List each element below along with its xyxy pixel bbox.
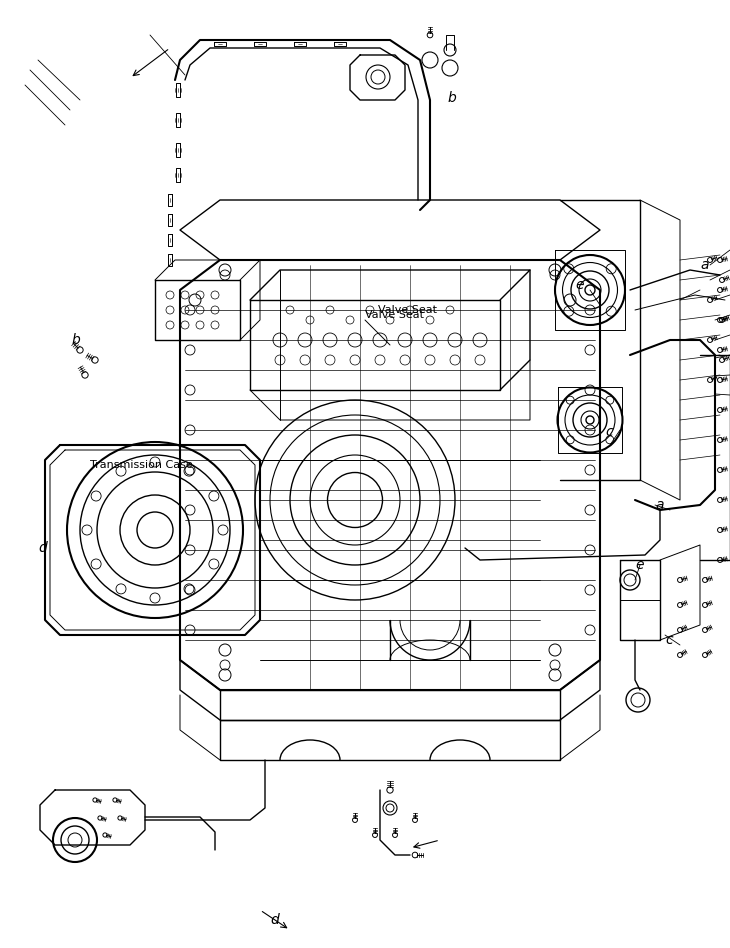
Text: c: c: [605, 425, 612, 439]
Text: e: e: [635, 558, 644, 572]
Text: a: a: [655, 498, 664, 512]
Text: b: b: [72, 333, 81, 347]
Text: Valve Seat: Valve Seat: [378, 305, 437, 315]
Text: e: e: [575, 278, 583, 292]
Text: d: d: [38, 541, 47, 555]
Text: d: d: [270, 913, 279, 927]
Text: b: b: [448, 91, 457, 105]
Text: Transmission Case: Transmission Case: [90, 460, 193, 470]
Text: a: a: [700, 258, 709, 272]
Text: c: c: [665, 633, 672, 647]
Text: Valve Seat: Valve Seat: [365, 310, 424, 320]
